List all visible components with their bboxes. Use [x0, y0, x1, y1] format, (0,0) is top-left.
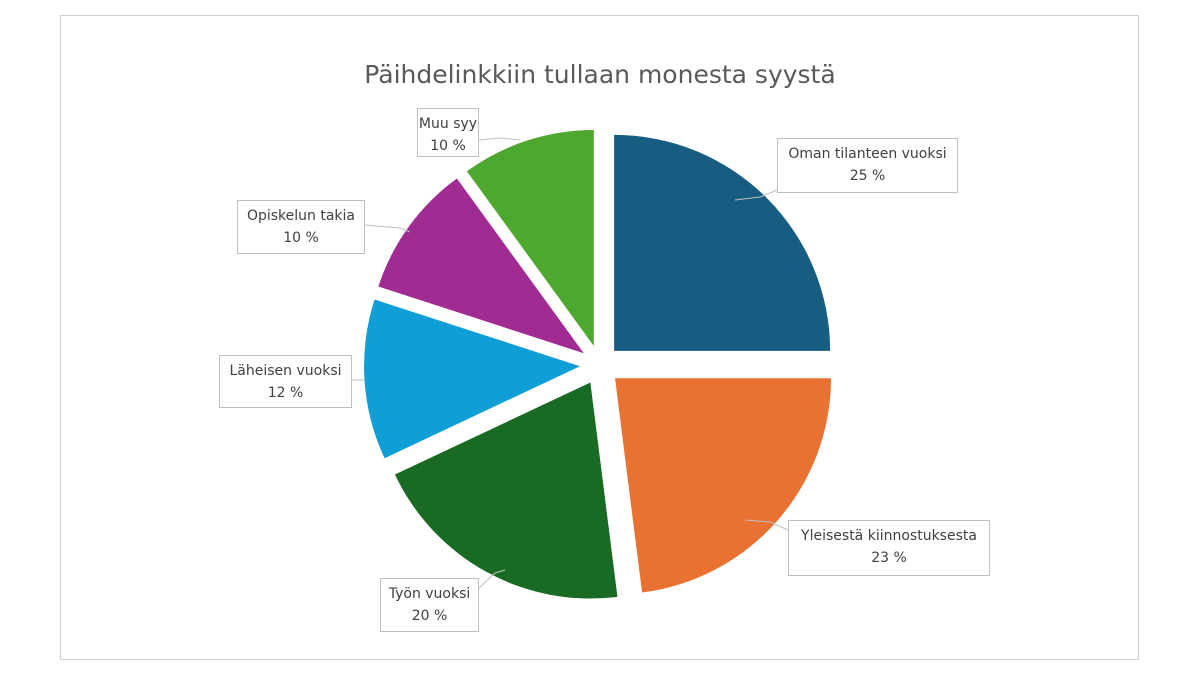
data-label-category: Läheisen vuoksi: [229, 363, 342, 379]
pie-slice-5: [466, 129, 594, 346]
data-label-category: Yleisestä kiinnostuksesta: [801, 528, 977, 544]
leader-line-4: [364, 224, 411, 233]
data-label-value: 10 %: [430, 138, 466, 154]
data-label-2: Työn vuoksi 20 %: [380, 578, 479, 632]
data-label-4: Opiskelun takia 10 %: [237, 200, 365, 254]
data-label-value: 25 %: [849, 168, 886, 184]
pie-slice-4: [378, 178, 584, 354]
data-label-3: Läheisen vuoksi 12 %: [219, 355, 352, 408]
data-label-category: Oman tilanteen vuoksi: [788, 146, 947, 162]
chart-title: Päihdelinkkiin tullaan monesta syystä: [364, 60, 836, 89]
leader-line-2: [478, 569, 506, 589]
data-label-category: Muu syy: [418, 116, 478, 132]
data-label-value: 10 %: [283, 230, 319, 246]
data-label-value: 12 %: [267, 385, 304, 401]
data-label-value: 20 %: [411, 608, 448, 624]
leader-line-1: [744, 519, 789, 531]
chart-frame: [60, 15, 1139, 660]
data-label-5: Muu syy 10 %: [417, 108, 479, 157]
data-label-1: Yleisestä kiinnostuksesta 23 %: [788, 520, 990, 576]
data-label-value: 23 %: [871, 550, 907, 566]
data-label-0: Oman tilanteen vuoksi 25 %: [777, 138, 958, 193]
data-label-category: Opiskelun takia: [246, 208, 356, 224]
pie-slice-3: [364, 299, 581, 459]
pie-slice-1: [615, 378, 832, 593]
leader-line-0: [734, 189, 778, 201]
pie-slice-0: [614, 134, 831, 351]
leader-line-5: [478, 137, 521, 141]
data-label-category: Työn vuoksi: [388, 586, 471, 602]
pie-slice-2: [394, 382, 618, 599]
